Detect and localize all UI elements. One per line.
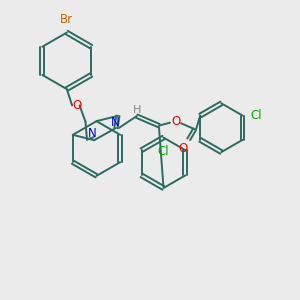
Text: N: N bbox=[88, 127, 96, 140]
Text: O: O bbox=[171, 115, 181, 128]
Text: O: O bbox=[73, 99, 82, 112]
Text: Cl: Cl bbox=[251, 109, 262, 122]
Text: Br: Br bbox=[60, 13, 73, 26]
Text: O: O bbox=[178, 142, 188, 155]
Text: H: H bbox=[133, 105, 141, 115]
Text: Cl: Cl bbox=[158, 145, 169, 158]
Text: N: N bbox=[111, 116, 120, 129]
